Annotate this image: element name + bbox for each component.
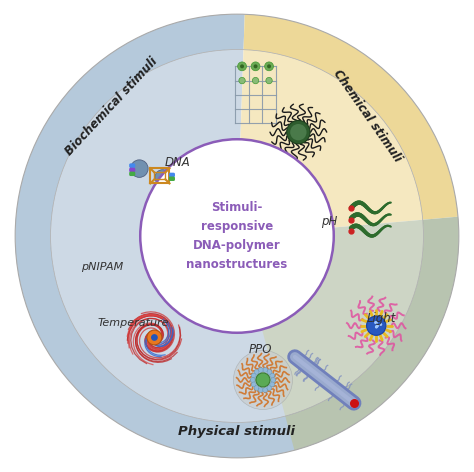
Circle shape: [130, 160, 148, 177]
Circle shape: [251, 373, 256, 378]
Circle shape: [240, 64, 244, 68]
FancyBboxPatch shape: [169, 177, 175, 181]
Polygon shape: [237, 220, 423, 416]
Circle shape: [258, 368, 263, 372]
Circle shape: [254, 386, 259, 390]
Circle shape: [290, 124, 307, 140]
Circle shape: [271, 378, 276, 382]
Circle shape: [237, 62, 246, 71]
Text: Temperature: Temperature: [98, 318, 169, 329]
Circle shape: [250, 378, 255, 382]
Circle shape: [267, 64, 271, 68]
Text: Light: Light: [366, 312, 396, 325]
Circle shape: [375, 325, 378, 328]
Circle shape: [233, 350, 292, 410]
Circle shape: [376, 324, 379, 328]
Circle shape: [266, 77, 272, 84]
Circle shape: [267, 386, 272, 390]
Text: Chemical stimuli: Chemical stimuli: [330, 67, 403, 164]
FancyBboxPatch shape: [169, 173, 175, 177]
Polygon shape: [51, 50, 357, 422]
Circle shape: [239, 77, 245, 84]
Circle shape: [270, 373, 274, 378]
Text: Stimuli-
responsive
DNA-polymer
nanostructures: Stimuli- responsive DNA-polymer nanostru…: [186, 201, 288, 271]
Polygon shape: [244, 14, 458, 220]
Text: DNA: DNA: [165, 156, 191, 169]
Text: Biochemical stimuli: Biochemical stimuli: [63, 55, 161, 158]
Polygon shape: [15, 14, 380, 458]
Circle shape: [375, 321, 378, 324]
Text: pH: pH: [321, 215, 337, 228]
Circle shape: [263, 368, 268, 372]
Circle shape: [366, 316, 386, 335]
Text: Physical stimuli: Physical stimuli: [179, 425, 295, 438]
Circle shape: [251, 382, 256, 387]
Circle shape: [155, 170, 170, 185]
Circle shape: [251, 62, 260, 71]
Circle shape: [375, 326, 378, 329]
Circle shape: [267, 370, 272, 374]
Circle shape: [254, 64, 257, 68]
Polygon shape: [237, 50, 423, 236]
Circle shape: [374, 321, 377, 324]
FancyBboxPatch shape: [129, 163, 135, 168]
Circle shape: [263, 388, 268, 392]
FancyBboxPatch shape: [129, 168, 135, 172]
Circle shape: [264, 62, 273, 71]
Circle shape: [287, 120, 310, 144]
Circle shape: [258, 388, 263, 392]
Circle shape: [151, 334, 158, 341]
FancyBboxPatch shape: [129, 172, 135, 176]
Circle shape: [256, 373, 270, 387]
Circle shape: [270, 382, 274, 387]
Circle shape: [252, 77, 259, 84]
Text: pNIPAM: pNIPAM: [82, 261, 124, 272]
Circle shape: [379, 323, 382, 326]
Circle shape: [254, 370, 259, 374]
Circle shape: [147, 330, 162, 345]
Text: PPO: PPO: [249, 343, 273, 356]
Circle shape: [140, 139, 334, 333]
Polygon shape: [285, 217, 459, 450]
